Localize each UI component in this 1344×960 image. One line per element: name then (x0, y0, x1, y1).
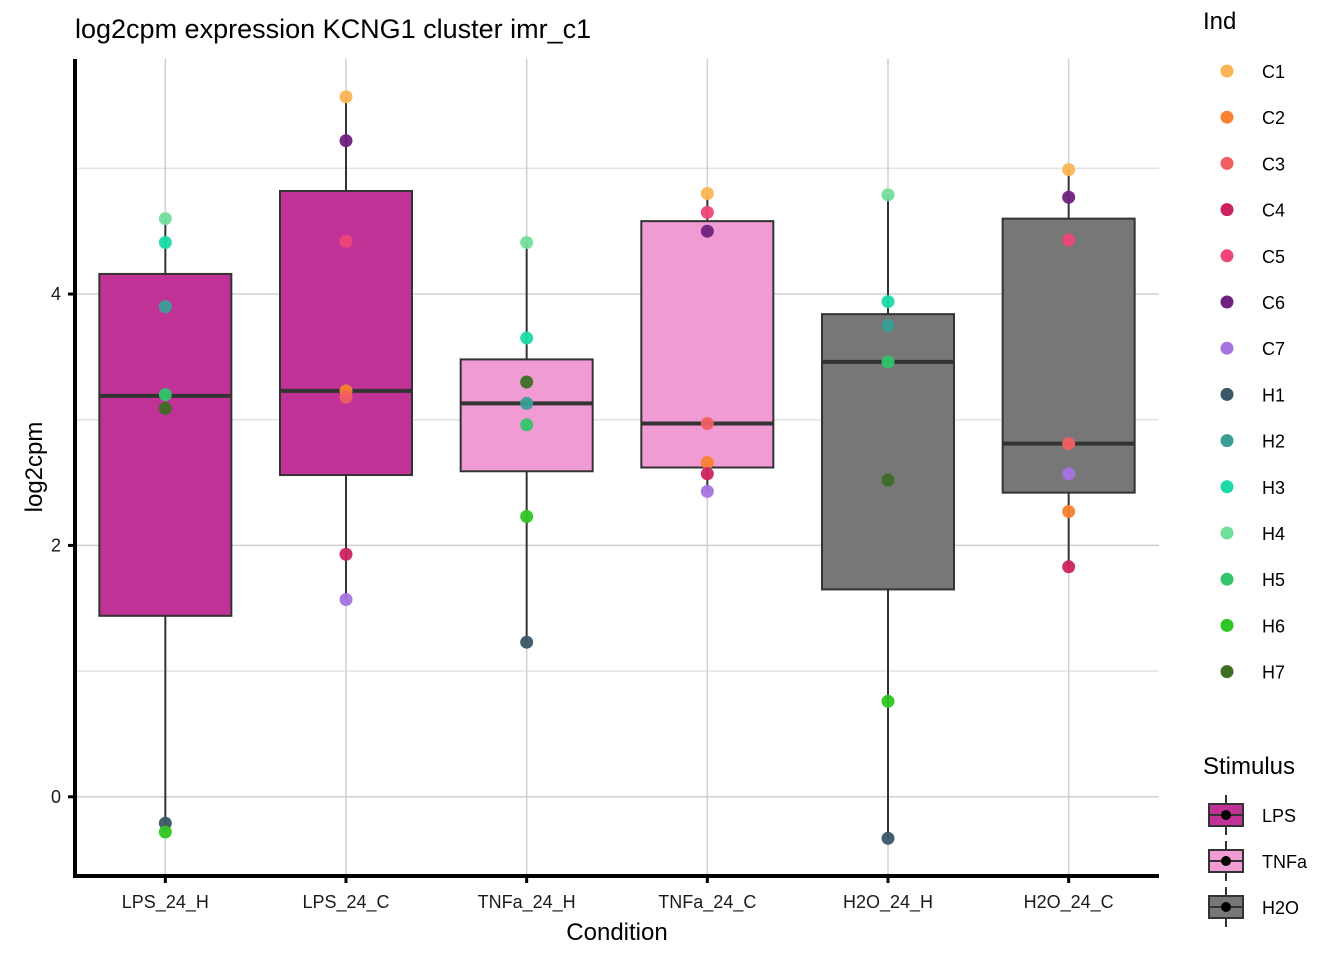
point-C2 (700, 455, 714, 469)
point-H5 (158, 388, 172, 402)
gridlines (75, 59, 1159, 876)
point-H3 (520, 331, 534, 345)
x-tick-label: TNFa_24_H (478, 892, 576, 913)
legend-ind-label: H7 (1262, 663, 1285, 683)
legend-ind-label: H3 (1262, 478, 1285, 498)
legend-ind-key-H4 (1220, 526, 1234, 540)
legend-ind-label: C1 (1262, 62, 1285, 82)
legend-ind-key-C5 (1220, 249, 1234, 263)
point-C1 (1062, 163, 1076, 177)
points-layer (158, 90, 1076, 845)
legend-ind-label: H5 (1262, 570, 1285, 590)
point-H4 (158, 212, 172, 226)
legend-stimulus: Stimulus LPS TNFa H2O (1203, 753, 1308, 927)
legend-ind-key-C2 (1220, 110, 1234, 124)
legend-ind-label: C2 (1262, 108, 1285, 128)
legend-ind: Ind C1 C2 C3 C4 C5 C6 C7 H1 H2 H3 H4 H5 H6 H7 (1203, 8, 1285, 683)
legend-ind-label: C3 (1262, 154, 1285, 174)
point-H6 (520, 510, 534, 524)
point-H2 (520, 396, 534, 410)
point-C4 (700, 467, 714, 481)
point-C4 (1062, 560, 1076, 574)
boxes-layer (98, 96, 1136, 839)
point-C4 (339, 547, 353, 561)
legend-ind-label: C5 (1262, 247, 1285, 267)
point-C7 (339, 592, 353, 606)
x-tick-label: H2O_24_C (1024, 892, 1114, 913)
legend-stim-label: TNFa (1262, 852, 1308, 872)
legend-ind-key-H5 (1220, 572, 1234, 586)
point-C1 (700, 186, 714, 200)
x-tick-label: H2O_24_H (843, 892, 933, 913)
x-tick-label: LPS_24_H (122, 892, 209, 913)
legend-ind-title: Ind (1203, 8, 1236, 35)
point-C3 (700, 417, 714, 431)
box-LPS_24_C (279, 189, 413, 477)
legend-ind-key-C6 (1220, 295, 1234, 309)
y-axis-title: log2cpm (21, 422, 48, 513)
point-H3 (158, 236, 172, 250)
x-axis-title: Condition (566, 919, 667, 946)
point-C6 (339, 134, 353, 148)
legend-ind-key-H3 (1220, 480, 1234, 494)
point-H4 (881, 188, 895, 202)
legend-ind-key-C3 (1220, 156, 1234, 170)
point-H7 (881, 473, 895, 487)
legend-stim-point (1221, 902, 1231, 912)
x-tick-label: TNFa_24_C (658, 892, 756, 913)
point-H3 (881, 295, 895, 309)
legend-ind-label: H1 (1262, 385, 1285, 405)
x-tick-label: LPS_24_C (302, 892, 389, 913)
legend-ind-key-H7 (1220, 665, 1234, 679)
axes: 0 2 4 LPS_24_H LPS_24_C TNFa_24_H TNFa_24_C H2O… (51, 59, 1159, 913)
point-C2 (1062, 504, 1076, 518)
y-tick-label: 0 (51, 787, 61, 807)
legend-ind-key-H1 (1220, 387, 1234, 401)
point-C6 (1062, 190, 1076, 204)
legend-stim-label: H2O (1262, 898, 1299, 918)
y-tick-label: 2 (51, 535, 61, 555)
point-C3 (1062, 437, 1076, 451)
box-LPS_24_H (98, 272, 233, 617)
point-C5 (339, 234, 353, 248)
point-H7 (158, 401, 172, 415)
box-H2O_24_C (1001, 217, 1136, 494)
point-C5 (1062, 233, 1076, 247)
point-C1 (339, 90, 353, 104)
legend-stimulus-title: Stimulus (1203, 753, 1295, 780)
legend-ind-label: C7 (1262, 339, 1285, 359)
point-H7 (520, 375, 534, 389)
chart-title: log2cpm expression KCNG1 cluster imr_c1 (75, 14, 591, 44)
legend-ind-key-C1 (1220, 64, 1234, 78)
legend-ind-label: C4 (1262, 201, 1285, 221)
legend-ind-label: H6 (1262, 616, 1285, 636)
point-H5 (520, 418, 534, 432)
legend-ind-label: H2 (1262, 432, 1285, 452)
point-C7 (700, 484, 714, 498)
point-H1 (520, 635, 534, 649)
y-tick-label: 4 (51, 284, 61, 304)
legend-ind-key-C7 (1220, 341, 1234, 355)
legend-ind-label: C6 (1262, 293, 1285, 313)
legend-ind-key-C4 (1220, 203, 1234, 217)
point-H2 (158, 300, 172, 314)
legend-stim-label: LPS (1262, 806, 1296, 826)
legend-ind-label: H4 (1262, 524, 1285, 544)
point-C7 (1062, 467, 1076, 481)
box-TNFa_24_C (640, 220, 775, 469)
point-H4 (520, 236, 534, 250)
legend-stim-point (1221, 856, 1231, 866)
point-H5 (881, 355, 895, 369)
point-H2 (881, 318, 895, 332)
point-H1 (881, 831, 895, 845)
point-C5 (700, 205, 714, 219)
point-H6 (881, 694, 895, 708)
point-H6 (158, 825, 172, 839)
point-C3 (339, 390, 353, 404)
legend-ind-key-H2 (1220, 434, 1234, 448)
point-C6 (700, 224, 714, 238)
legend-stim-point (1221, 810, 1231, 820)
legend-ind-key-H6 (1220, 618, 1234, 632)
